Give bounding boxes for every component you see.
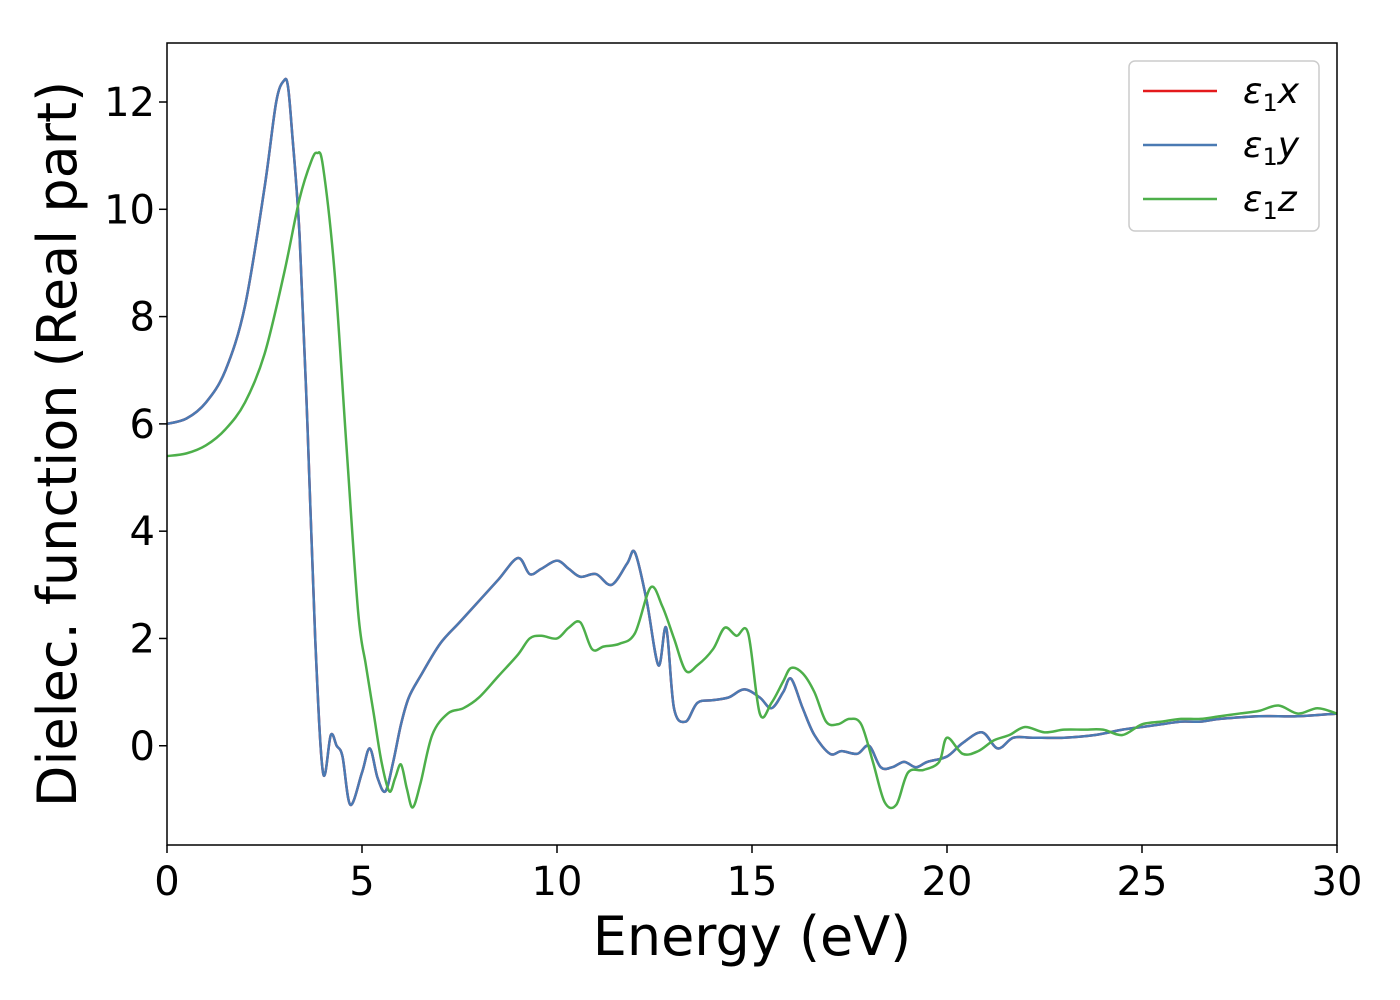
legend-label-base: ε <box>1243 179 1262 220</box>
x-tick-label: 20 <box>922 859 973 905</box>
x-tick-label: 5 <box>349 859 374 905</box>
x-tick-label: 15 <box>727 859 778 905</box>
series-line-z <box>167 151 1337 810</box>
y-tick-label: 2 <box>130 616 155 662</box>
series-layer <box>167 77 1337 810</box>
legend-box <box>1128 60 1320 232</box>
legend-label-y: ε1y <box>1243 125 1300 171</box>
x-tick-label: 10 <box>532 859 583 905</box>
y-tick-label: 6 <box>130 402 155 448</box>
x-axis-ticks: 0 5 10 15 20 25 30 <box>154 845 1362 905</box>
legend-label-suffix: z <box>1277 179 1298 220</box>
y-tick-label: 10 <box>104 187 155 233</box>
y-tick-label: 8 <box>130 295 155 341</box>
y-tick-label: 4 <box>130 509 155 555</box>
legend-label-suffix: x <box>1277 71 1300 112</box>
y-tick-label: 12 <box>104 80 155 126</box>
series-line-y <box>167 77 1337 807</box>
x-tick-label: 0 <box>154 859 179 905</box>
legend-label-subscript: 1 <box>1262 197 1277 225</box>
legend-label-subscript: 1 <box>1262 89 1277 117</box>
y-axis-title: Dielec. function (Real part) <box>26 81 89 807</box>
legend-label-suffix: y <box>1277 125 1300 166</box>
y-tick-label: 0 <box>130 724 155 770</box>
x-tick-label: 25 <box>1117 859 1168 905</box>
x-tick-label: 30 <box>1312 859 1363 905</box>
legend-label-subscript: 1 <box>1262 143 1277 171</box>
legend-label-z: ε1z <box>1243 179 1298 225</box>
y-axis-ticks: 0 2 4 6 8 10 12 <box>104 80 167 770</box>
legend-label-x: ε1x <box>1243 71 1300 117</box>
legend-label-base: ε <box>1243 125 1262 166</box>
legend-label-base: ε <box>1243 71 1262 112</box>
x-axis-title: Energy (eV) <box>593 905 912 968</box>
